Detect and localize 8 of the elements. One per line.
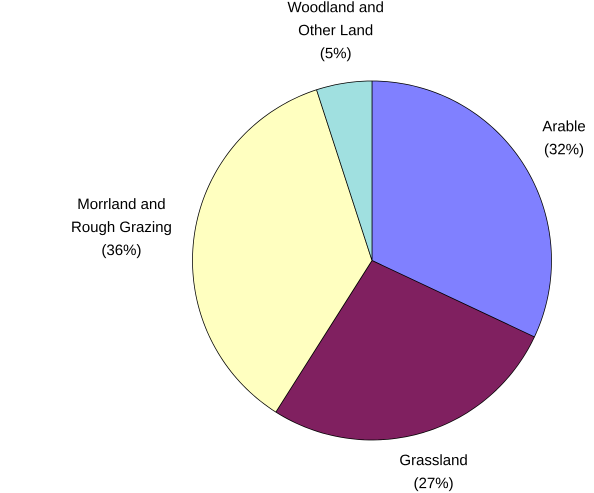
data-label: (27%) xyxy=(414,477,453,492)
slice-label: Morrland and Rough Grazing xyxy=(72,198,171,236)
slice-label: Arable xyxy=(542,120,586,132)
data-label: (36%) xyxy=(102,244,141,258)
slice-label: Grassland xyxy=(400,454,467,466)
slice-label: Woodland and Other Land xyxy=(288,1,383,36)
data-label: (32%) xyxy=(544,143,584,158)
data-label: (5%) xyxy=(320,47,351,62)
